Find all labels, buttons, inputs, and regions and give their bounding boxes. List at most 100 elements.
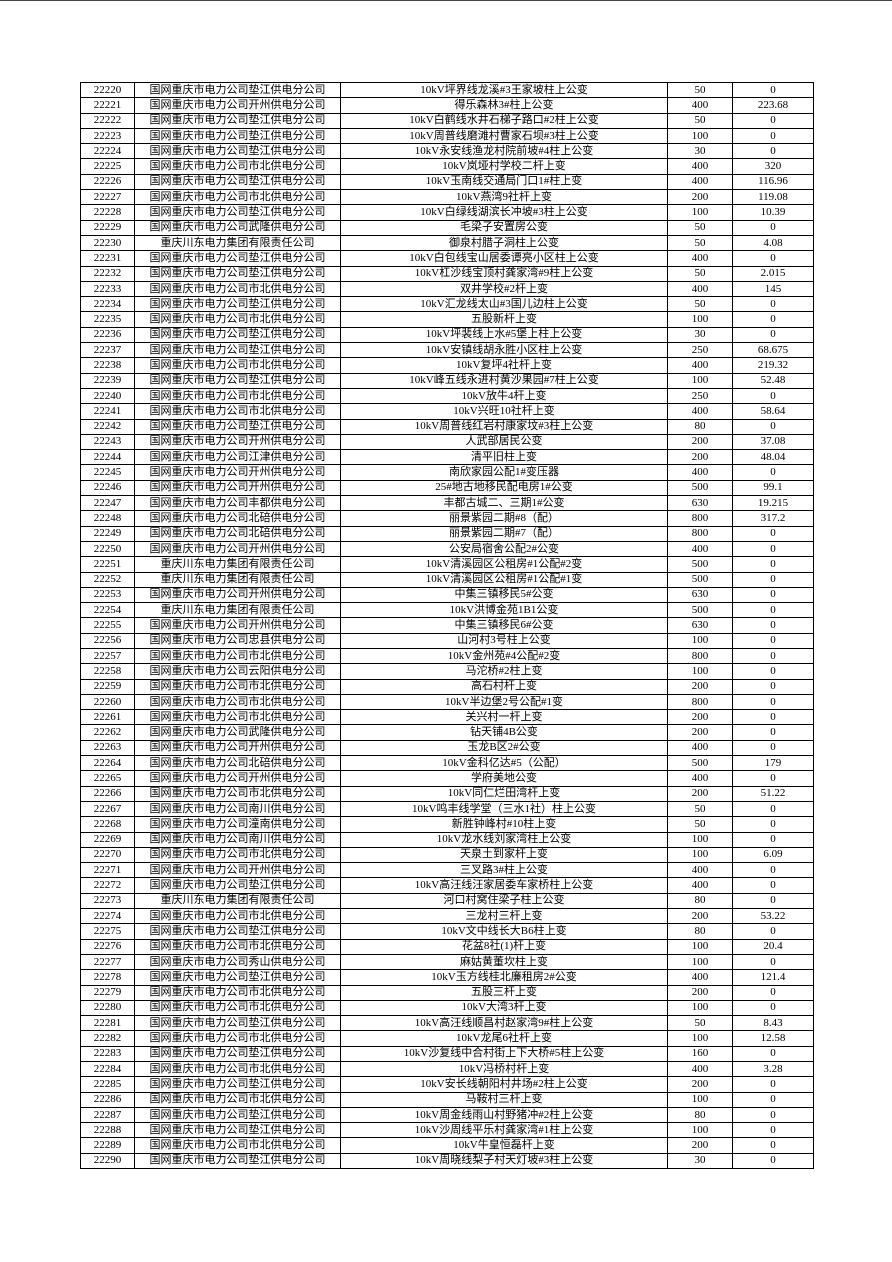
transformer-name-cell: 10kV周普线磨滩村曹家石坝#3柱上公变 [340,127,668,145]
capacity-cell: 100 [667,831,733,848]
capacity-cell: 800 [667,647,733,665]
value-cell: 0 [732,693,814,711]
value-cell: 0 [732,556,814,573]
transformer-name-cell: 10kV周普线红岩村康家坟#3柱上公变 [340,418,668,435]
table-row: 22224 国网重庆市电力公司垫江供电分公司 10kV永安线渔龙村院前坡#4柱上公变… [80,143,814,160]
company-cell: 国网重庆市电力公司开州供电分公司 [134,586,341,604]
value-cell: 0 [732,709,814,726]
company-cell: 国网重庆市电力公司垫江供电分公司 [134,1122,341,1139]
row-id-cell: 22289 [80,1137,135,1154]
transformer-name-cell: 学府美地公变 [340,770,668,787]
capacity-cell: 630 [667,586,733,604]
capacity-cell: 630 [667,495,733,512]
transformer-name-cell: 花盆8社(1)杆上变 [340,938,668,955]
row-id-cell: 22267 [80,800,135,818]
row-id-cell: 22224 [80,143,135,160]
capacity-cell: 200 [667,908,733,925]
capacity-cell: 500 [667,556,733,573]
transformer-name-cell: 10kV永安线渔龙村院前坡#4柱上公变 [340,143,668,160]
capacity-cell: 100 [667,311,733,328]
row-id-cell: 22220 [80,81,135,99]
transformer-name-cell: 10kV龙尾6社杆上变 [340,1030,668,1047]
table-row: 22236 国网重庆市电力公司垫江供电分公司 10kV坪裴线上水#5堡上柱上公变 30… [80,326,814,344]
value-cell: 0 [732,586,814,604]
capacity-cell: 50 [667,219,733,236]
value-cell: 0 [732,571,814,588]
value-cell: 0 [732,770,814,787]
row-id-cell: 22262 [80,724,135,741]
table-row: 22228 国网重庆市电力公司垫江供电分公司 10kV白绿线湖滨长冲坡#3柱上公变 1… [80,204,814,221]
transformer-name-cell: 10kV周晓线梨子村天灯坡#3柱上公变 [340,1152,668,1170]
company-cell: 国网重庆市电力公司市北供电分公司 [134,1091,341,1108]
company-cell: 国网重庆市电力公司垫江供电分公司 [134,112,341,129]
transformer-name-cell: 五股三杆上变 [340,984,668,1001]
table-row: 22232 国网重庆市电力公司垫江供电分公司 10kV杠沙线宝顶村龚家湾#9柱上公变… [80,265,814,282]
row-id-cell: 22268 [80,816,135,833]
company-cell: 国网重庆市电力公司市北供电分公司 [134,1030,341,1047]
capacity-cell: 50 [667,296,733,313]
capacity-cell: 400 [667,280,733,298]
table-row: 22240 国网重庆市电力公司市北供电分公司 10kV放牛4杆上变 250 0 [80,387,814,405]
capacity-cell: 250 [667,387,733,405]
transformer-name-cell: 10kV燕湾9社杆上变 [340,189,668,206]
transformer-name-cell: 天泉土到家杆上变 [340,846,668,864]
transformer-name-cell: 10kV坪裴线上水#5堡上柱上公变 [340,326,668,344]
row-id-cell: 22249 [80,525,135,542]
capacity-cell: 400 [667,1060,733,1078]
value-cell: 0 [732,143,814,160]
value-cell: 8.43 [732,1015,814,1032]
capacity-cell: 400 [667,739,733,757]
company-cell: 国网重庆市电力公司开州供电分公司 [134,739,341,757]
table-row: 22260 国网重庆市电力公司市北供电分公司 10kV半边堡2号公配#1变 800 0 [80,693,814,711]
company-cell: 国网重庆市电力公司市北供电分公司 [134,1137,341,1154]
table-row: 22285 国网重庆市电力公司垫江供电分公司 10kV安长线朝阳村井场#2柱上公变 2… [80,1076,814,1093]
transformer-name-cell: 丰都古城二、三期1#公变 [340,495,668,512]
row-id-cell: 22230 [80,234,135,252]
transformer-name-cell: 公安局宿舍公配2#公变 [340,540,668,558]
table-row: 22279 国网重庆市电力公司市北供电分公司 五股三杆上变 200 0 [80,984,814,1001]
value-cell: 317.2 [732,510,814,527]
table-row: 22268 国网重庆市电力公司潼南供电分公司 新胜钟峰村#10柱上变 50 0 [80,816,814,833]
company-cell: 重庆川东电力集团有限责任公司 [134,556,341,573]
row-id-cell: 22229 [80,219,135,236]
capacity-cell: 80 [667,923,733,940]
value-cell: 0 [732,739,814,757]
transformer-name-cell: 五股新杆上变 [340,311,668,328]
capacity-cell: 400 [667,250,733,267]
capacity-cell: 400 [667,357,733,374]
table-row: 22270 国网重庆市电力公司市北供电分公司 天泉土到家杆上变 100 6.09 [80,846,814,864]
company-cell: 国网重庆市电力公司市北供电分公司 [134,158,341,175]
row-id-cell: 22279 [80,984,135,1001]
capacity-cell: 250 [667,342,733,359]
value-cell: 0 [732,1045,814,1063]
row-id-cell: 22261 [80,709,135,726]
company-cell: 国网重庆市电力公司市北供电分公司 [134,387,341,405]
table-row: 22274 国网重庆市电力公司市北供电分公司 三龙村三杆上变 200 53.22 [80,908,814,925]
transformer-name-cell: 丽景紫园二期#7（配） [340,525,668,542]
transformer-name-cell: 人武部居民公变 [340,433,668,451]
value-cell: 51.22 [732,785,814,802]
company-cell: 国网重庆市电力公司开州供电分公司 [134,433,341,451]
table-row: 22230 重庆川东电力集团有限责任公司 御泉村腊子洞柱上公变 50 4.08 [80,234,814,252]
table-row: 22287 国网重庆市电力公司垫江供电分公司 10kV周金线雨山村野猪冲#2柱上公变… [80,1106,814,1124]
company-cell: 重庆川东电力集团有限责任公司 [134,602,341,619]
value-cell: 0 [732,663,814,680]
capacity-cell: 500 [667,479,733,497]
value-cell: 99.1 [732,479,814,497]
capacity-cell: 200 [667,189,733,206]
table-row: 22267 国网重庆市电力公司南川供电分公司 10kV鸣丰线学堂（三水1社）柱上公变… [80,800,814,818]
table-row: 22252 重庆川东电力集团有限责任公司 10kV清溪园区公租房#1公配#1变 500… [80,571,814,588]
company-cell: 国网重庆市电力公司南川供电分公司 [134,831,341,848]
transformer-name-cell: 关兴村一杆上变 [340,709,668,726]
row-id-cell: 22236 [80,326,135,344]
transformer-name-cell: 10kV玉南线交通局门口1#柱上变 [340,173,668,191]
table-row: 22220 国网重庆市电力公司垫江供电分公司 10kV坪界线龙溪#3王家坡柱上公变 5… [80,81,814,99]
value-cell: 0 [732,127,814,145]
value-cell: 0 [732,953,814,971]
company-cell: 国网重庆市电力公司市北供电分公司 [134,357,341,374]
table-row: 22247 国网重庆市电力公司丰都供电分公司 丰都古城二、三期1#公变 630 19.2… [80,495,814,512]
value-cell: 0 [732,892,814,910]
transformer-name-cell: 马鞍村三杆上变 [340,1091,668,1108]
transformer-name-cell: 10kV鸣丰线学堂（三水1社）柱上公变 [340,800,668,818]
transformer-name-cell: 10kV清溪园区公租房#1公配#2变 [340,556,668,573]
